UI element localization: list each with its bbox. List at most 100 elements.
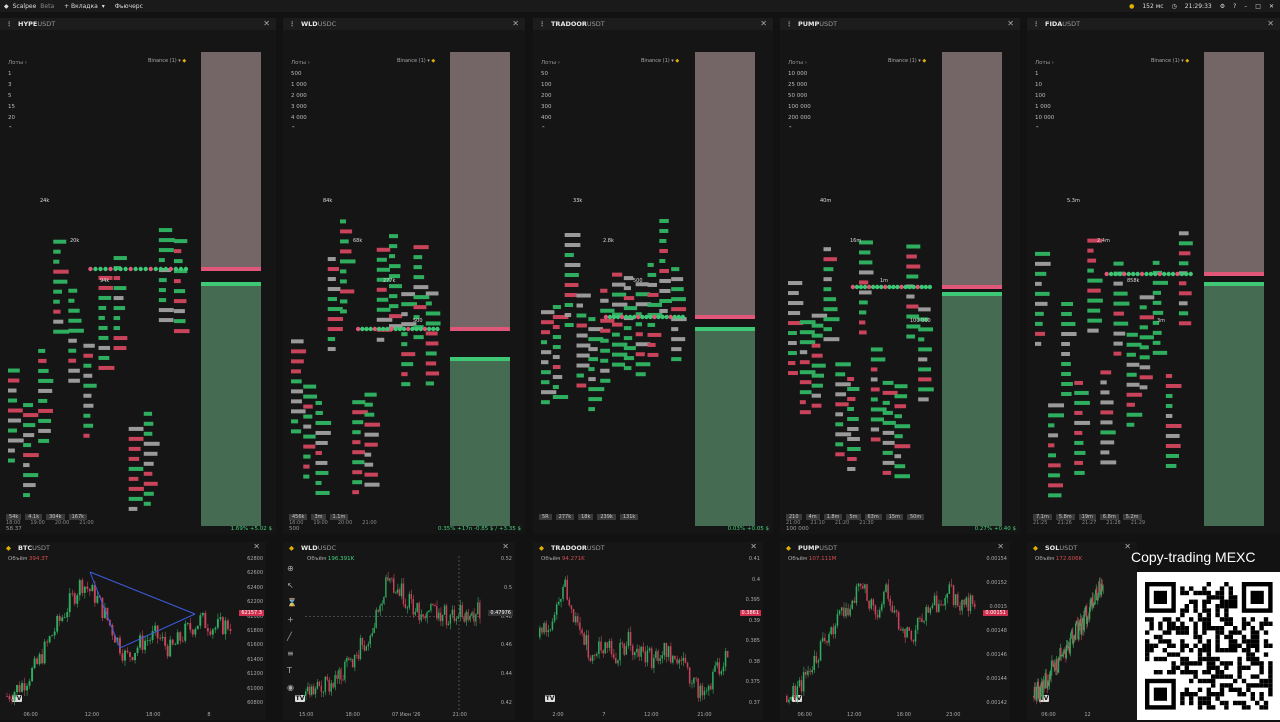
qr-code[interactable] xyxy=(1137,572,1280,720)
lot-option[interactable]: 500 xyxy=(291,71,302,77)
cursor-icon[interactable]: ↖ xyxy=(287,581,294,590)
chevron-up-icon[interactable]: ⌃ xyxy=(8,126,13,132)
close-chart-icon[interactable]: ✕ xyxy=(502,542,509,551)
lot-option[interactable]: 15 xyxy=(8,104,15,110)
exchange-selector[interactable]: Binance (1) ▾ ◆ xyxy=(397,58,436,64)
lot-option[interactable]: 10 000 xyxy=(1035,115,1055,121)
qr-module xyxy=(1259,626,1264,631)
chevron-up-icon[interactable]: ⌃ xyxy=(541,126,546,132)
close-icon[interactable]: ✕ xyxy=(1268,2,1274,10)
trade-bar xyxy=(823,257,837,262)
panel-pin-icon[interactable]: ⋮ xyxy=(6,20,13,28)
exchange-selector[interactable]: Binance (1) ▾ ◆ xyxy=(641,58,680,64)
close-panel-icon[interactable]: ✕ xyxy=(1267,19,1274,28)
close-panel-icon[interactable]: ✕ xyxy=(760,19,767,28)
candlestick-chart[interactable] xyxy=(780,542,1010,720)
maximize-icon[interactable]: □ xyxy=(1255,2,1261,10)
lot-option[interactable]: 50 xyxy=(541,71,548,77)
orderbook-ladder[interactable] xyxy=(450,52,510,526)
lot-option[interactable]: 3 000 xyxy=(291,104,307,110)
panel-pin-icon[interactable]: ◆ xyxy=(539,543,544,552)
lot-option[interactable]: 4 000 xyxy=(291,115,307,121)
qr-module xyxy=(1228,599,1233,604)
chevron-up-icon[interactable]: ⌃ xyxy=(1035,126,1040,132)
lot-option[interactable]: 300 xyxy=(541,104,552,110)
chevron-up-icon[interactable]: ⌃ xyxy=(291,126,296,132)
orderbook-ladder[interactable] xyxy=(1204,52,1264,526)
exchange-selector[interactable]: Binance (1) ▾ ◆ xyxy=(888,58,927,64)
crosshair-icon[interactable]: ⊕ xyxy=(287,564,294,573)
lot-option[interactable]: 10 000 xyxy=(788,71,808,77)
panel-pin-icon[interactable]: ⋮ xyxy=(786,20,793,28)
panel-pin-icon[interactable]: ⋮ xyxy=(1033,20,1040,28)
exchange-selector[interactable]: Binance (1) ▾ ◆ xyxy=(148,58,187,64)
close-chart-icon[interactable]: ✕ xyxy=(997,542,1004,551)
trade-bar xyxy=(315,430,331,435)
orderbook-ladder[interactable] xyxy=(942,52,1002,526)
panel-pin-icon[interactable]: ⋮ xyxy=(289,20,296,28)
lot-option[interactable]: 100 xyxy=(1035,93,1046,99)
trade-bar xyxy=(918,347,932,352)
lot-option[interactable]: 25 000 xyxy=(788,82,808,88)
lot-option[interactable]: 3 xyxy=(8,82,12,88)
fib-icon[interactable]: ≡ xyxy=(287,649,294,658)
lot-option[interactable]: 20 xyxy=(8,115,15,121)
gear-icon[interactable]: ⚙ xyxy=(1219,2,1226,10)
lot-option[interactable]: 2 000 xyxy=(291,93,307,99)
lot-option[interactable]: 1 000 xyxy=(291,82,307,88)
close-chart-icon[interactable]: ✕ xyxy=(750,542,757,551)
candlestick-chart[interactable] xyxy=(533,542,763,720)
candle-body xyxy=(176,632,179,645)
panel-pin-icon[interactable]: ◆ xyxy=(289,543,294,552)
panel-pin-icon[interactable]: ◆ xyxy=(786,543,791,552)
close-panel-icon[interactable]: ✕ xyxy=(512,19,519,28)
lot-option[interactable]: 5 xyxy=(8,93,12,99)
qr-module xyxy=(1206,648,1211,653)
candle-body xyxy=(416,602,418,612)
lot-option[interactable]: 1 xyxy=(1035,71,1039,77)
close-chart-icon[interactable]: ✕ xyxy=(253,542,260,551)
chevron-up-icon[interactable]: ⌃ xyxy=(788,126,793,132)
lot-option[interactable]: 400 xyxy=(541,115,552,121)
minimize-icon[interactable]: – xyxy=(1244,2,1248,10)
close-panel-icon[interactable]: ✕ xyxy=(263,19,270,28)
trade-dot xyxy=(903,284,908,290)
trade-bar xyxy=(425,311,441,316)
candle-body xyxy=(591,655,594,662)
close-chart-icon[interactable]: ✕ xyxy=(1124,542,1131,551)
chevron-down-icon[interactable]: ▾ xyxy=(101,2,105,10)
trade-bar xyxy=(659,258,666,263)
stats-row: 210 4m 1.8m 5m 63m 15m 50m xyxy=(786,514,925,520)
timeframe-icon[interactable]: ⌛ xyxy=(287,598,297,607)
lot-option[interactable]: 1 xyxy=(8,71,12,77)
plus-icon[interactable]: + xyxy=(287,615,294,624)
orderbook-ladder[interactable] xyxy=(695,52,755,526)
lot-option[interactable]: 200 xyxy=(541,93,552,99)
trade-bar xyxy=(143,501,151,506)
ask-side xyxy=(942,52,1002,285)
orderbook-ladder[interactable] xyxy=(201,52,261,526)
eye-icon[interactable]: ◉ xyxy=(287,683,294,692)
lot-option[interactable]: 200 000 xyxy=(788,115,811,121)
help-icon[interactable]: ? xyxy=(1233,2,1237,10)
add-tab-button[interactable]: + Вкладка xyxy=(64,2,98,10)
y-tick: 62400 xyxy=(247,584,263,591)
candlestick-chart[interactable] xyxy=(0,542,266,720)
trade-bar xyxy=(788,281,803,286)
mode-tab[interactable]: Фьючерс xyxy=(114,2,143,10)
candlestick-chart[interactable] xyxy=(1027,542,1137,720)
lot-option[interactable]: 1 000 xyxy=(1035,104,1051,110)
close-panel-icon[interactable]: ✕ xyxy=(1007,19,1014,28)
trendline-icon[interactable]: ╱ xyxy=(287,632,292,641)
candlestick-chart[interactable] xyxy=(283,542,515,720)
lot-option[interactable]: 100 xyxy=(541,82,552,88)
text-icon[interactable]: T xyxy=(287,666,292,675)
panel-pin-icon[interactable]: ◆ xyxy=(1033,543,1038,552)
panel-pin-icon[interactable]: ⋮ xyxy=(539,20,546,28)
panel-pin-icon[interactable]: ◆ xyxy=(6,543,11,552)
lot-option[interactable]: 100 000 xyxy=(788,104,811,110)
lot-option[interactable]: 10 xyxy=(1035,82,1042,88)
exchange-selector[interactable]: Binance (1) ▾ ◆ xyxy=(1151,58,1190,64)
candle-body xyxy=(813,655,815,671)
lot-option[interactable]: 50 000 xyxy=(788,93,808,99)
